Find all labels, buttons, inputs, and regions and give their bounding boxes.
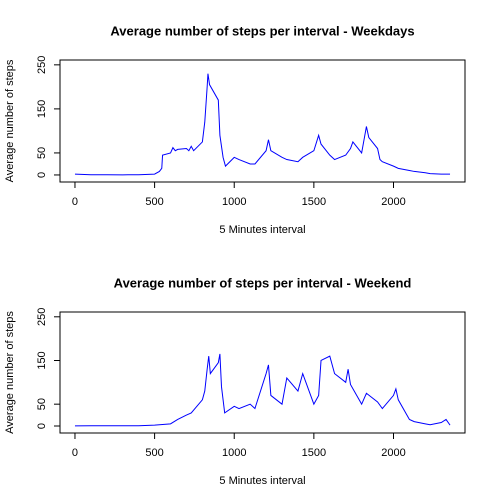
x-axis-label: 5 Minutes interval bbox=[219, 224, 305, 236]
x-tick-label: 2000 bbox=[381, 196, 405, 208]
x-axis-label: 5 Minutes interval bbox=[219, 475, 305, 487]
y-tick-label: 150 bbox=[36, 100, 48, 118]
y-tick-label: 150 bbox=[36, 351, 48, 369]
y-tick-label: 50 bbox=[36, 147, 48, 159]
x-tick-label: 0 bbox=[72, 196, 78, 208]
y-axis-label: Average number of steps bbox=[4, 59, 16, 182]
x-tick-label: 2000 bbox=[381, 447, 405, 459]
x-tick-label: 1000 bbox=[222, 447, 246, 459]
chart-title: Average number of steps per interval - W… bbox=[110, 23, 414, 38]
y-axis-label: Average number of steps bbox=[4, 311, 16, 434]
data-line bbox=[74, 353, 451, 427]
y-tick-label: 250 bbox=[36, 308, 48, 326]
x-tick-label: 0 bbox=[72, 447, 78, 459]
x-tick-label: 1500 bbox=[302, 196, 326, 208]
chart-title: Average number of steps per interval - W… bbox=[114, 275, 412, 290]
plot-frame bbox=[59, 311, 466, 434]
plot-frame bbox=[59, 59, 466, 183]
x-tick-label: 1000 bbox=[222, 196, 246, 208]
y-tick-label: 0 bbox=[36, 423, 48, 429]
data-line bbox=[74, 73, 451, 176]
y-tick-label: 0 bbox=[36, 172, 48, 178]
x-tick-label: 500 bbox=[145, 196, 163, 208]
y-tick-label: 50 bbox=[36, 398, 48, 410]
x-tick-label: 1500 bbox=[302, 447, 326, 459]
x-tick-label: 500 bbox=[145, 447, 163, 459]
y-tick-label: 250 bbox=[36, 56, 48, 74]
